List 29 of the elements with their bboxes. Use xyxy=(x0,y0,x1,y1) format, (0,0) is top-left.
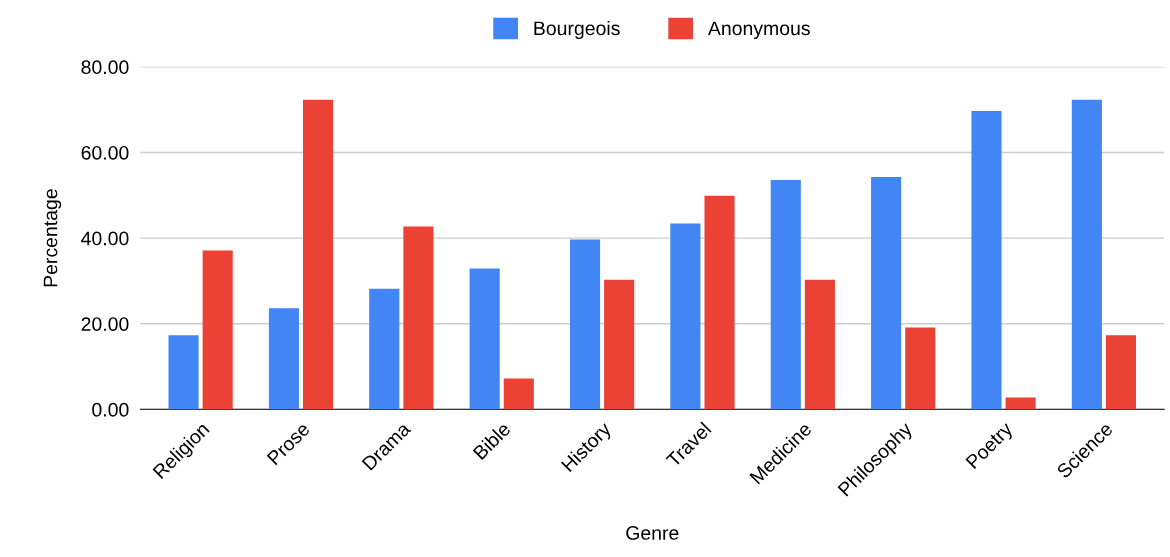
bar xyxy=(1105,335,1137,410)
bar xyxy=(1005,397,1036,410)
y-tick-label: 0.00 xyxy=(92,402,129,417)
legend-label: Anonymous xyxy=(707,21,810,40)
bar xyxy=(403,226,434,410)
bar xyxy=(871,176,902,410)
x-axis-title: Genre xyxy=(626,526,679,540)
bar xyxy=(268,308,299,410)
bar xyxy=(303,99,334,410)
bar xyxy=(770,179,801,410)
bar xyxy=(604,279,635,410)
bar xyxy=(569,239,601,410)
bar xyxy=(704,195,735,410)
bar xyxy=(503,378,534,410)
bar xyxy=(971,110,1002,410)
y-tick-label: 80.00 xyxy=(81,60,129,75)
legend-label: Bourgeois xyxy=(534,20,620,40)
bar xyxy=(670,223,701,410)
bar xyxy=(168,335,199,410)
y-tick-label: 20.00 xyxy=(81,317,129,331)
y-tick-label: 60.00 xyxy=(81,145,129,160)
y-tick-label: 40.00 xyxy=(81,231,129,246)
bar xyxy=(369,288,400,410)
bar xyxy=(202,250,233,410)
bar xyxy=(469,268,500,410)
bar xyxy=(905,327,936,410)
bar xyxy=(1071,99,1102,410)
y-axis-title: Percentage xyxy=(43,189,62,287)
bar xyxy=(804,279,835,410)
